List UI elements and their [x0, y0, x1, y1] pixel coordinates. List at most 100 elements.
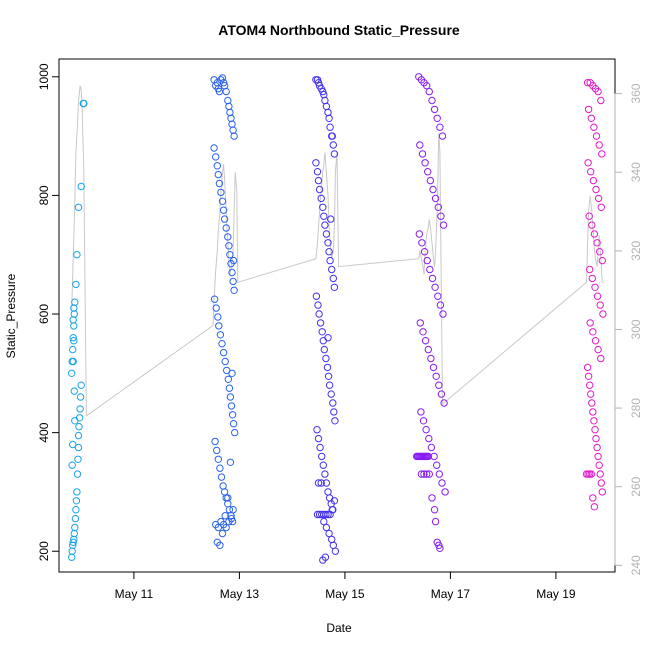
data-point: [321, 553, 330, 561]
data-point: [325, 248, 333, 256]
data-point: [431, 517, 440, 526]
data-point: [218, 74, 227, 82]
data-point: [73, 251, 81, 259]
data-point: [423, 470, 431, 478]
data-point: [432, 372, 440, 380]
data-point: [215, 322, 223, 330]
data-point: [416, 319, 424, 327]
data-point: [328, 265, 336, 274]
data-point: [321, 470, 329, 478]
data-point: [316, 443, 324, 452]
data-point: [324, 372, 333, 380]
data-point: [320, 212, 328, 220]
data-point: [425, 87, 433, 96]
data-point: [72, 506, 80, 514]
data-point: [321, 221, 329, 229]
data-point: [431, 283, 439, 291]
data-point: [588, 274, 596, 283]
data-point: [598, 150, 606, 158]
data-point: [314, 434, 323, 443]
data-point: [214, 313, 222, 321]
data-point: [587, 114, 595, 123]
data-point: [329, 399, 337, 407]
data-point: [435, 381, 443, 389]
data-point: [213, 162, 222, 170]
x-tick-label: May 15: [325, 587, 365, 601]
data-point: [326, 256, 334, 265]
data-point: [217, 473, 226, 481]
data-point: [331, 417, 339, 425]
data-point: [597, 479, 605, 487]
chart-title: ATOM4 Northbound Static_Pressure: [218, 22, 460, 38]
y2-tick-label: 260: [629, 476, 643, 496]
data-point: [322, 230, 331, 238]
data-point: [221, 512, 229, 520]
y-axis-left: 200 400 600 800 1000: [37, 63, 60, 561]
data-point: [430, 105, 439, 114]
data-point: [320, 517, 328, 526]
x-tick-label: May 19: [536, 587, 576, 601]
data-point: [429, 363, 438, 372]
y-tick-label: 200: [37, 541, 51, 561]
y-tick-label: 600: [37, 304, 51, 324]
data-point: [72, 497, 81, 505]
y2-tick-label: 240: [629, 555, 643, 575]
data-point: [229, 420, 238, 428]
data-point: [328, 506, 336, 514]
data-point: [440, 399, 448, 407]
data-point: [599, 310, 607, 318]
data-point: [431, 194, 440, 203]
data-point: [225, 242, 233, 250]
data-point: [313, 168, 322, 176]
data-point: [418, 239, 426, 247]
data-point: [324, 239, 332, 247]
series-3: [312, 76, 340, 564]
data-point: [437, 390, 446, 398]
data-point: [71, 523, 79, 532]
data-point: [592, 132, 601, 140]
data-point: [426, 176, 435, 185]
data-point: [425, 470, 433, 478]
data-point: [229, 277, 237, 286]
data-point: [436, 123, 444, 131]
data-point: [231, 428, 239, 437]
y-axis-label: Static_Pressure: [4, 273, 18, 358]
data-point: [439, 310, 447, 318]
y-tick-label: 400: [37, 422, 51, 442]
data-point: [418, 150, 427, 158]
data-point: [583, 363, 592, 372]
data-point: [228, 369, 236, 377]
data-point: [325, 381, 334, 389]
data-point: [319, 203, 327, 212]
data-point: [222, 224, 230, 232]
data-point: [426, 265, 434, 274]
data-point: [69, 538, 77, 546]
data-point: [217, 188, 225, 197]
data-point: [586, 265, 594, 274]
data-point: [210, 295, 219, 303]
y2-tick-label: 280: [629, 398, 643, 418]
data-point: [317, 194, 325, 203]
data-point: [222, 523, 230, 532]
data-point: [596, 248, 604, 256]
data-point: [592, 185, 600, 194]
data-point: [218, 529, 227, 538]
data-point: [441, 488, 449, 496]
data-point: [212, 153, 220, 161]
data-point: [68, 461, 76, 469]
data-point: [214, 455, 223, 463]
data-point: [439, 221, 448, 229]
data-point: [74, 455, 82, 463]
data-point: [428, 494, 436, 502]
data-point: [584, 105, 593, 114]
data-point: [226, 393, 235, 401]
series-2: [210, 74, 239, 549]
data-point: [226, 251, 234, 259]
data-point: [419, 417, 428, 425]
data-point: [429, 185, 437, 194]
data-point: [433, 114, 441, 123]
data-point: [590, 503, 599, 511]
points-layer: [68, 73, 607, 564]
data-point: [319, 461, 327, 469]
data-point: [69, 334, 77, 342]
